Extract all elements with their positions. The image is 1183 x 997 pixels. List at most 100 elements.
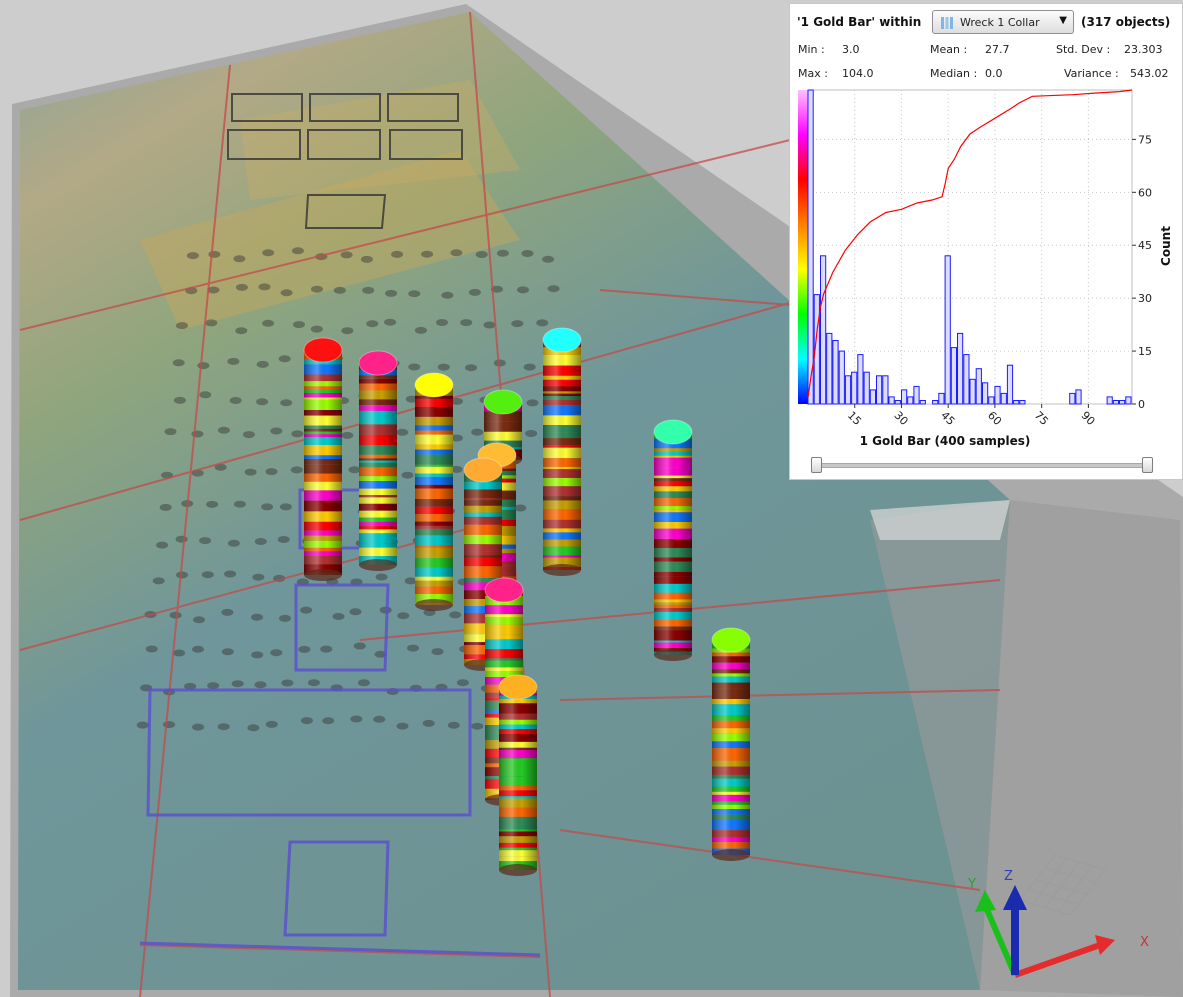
drillhole-cylinder[interactable] [653,419,693,661]
histogram-bar [1019,400,1026,405]
cumulative-curve [807,89,1133,398]
histogram-bar [1069,392,1076,405]
drillhole-cylinder[interactable] [358,350,398,571]
histogram-bar [844,375,852,405]
histogram-bar [913,385,920,405]
histogram-bar [888,396,895,405]
cylinder-cap [358,350,398,376]
drillhole-cylinder[interactable] [414,372,454,611]
y-axis-ticks: 0 15 30 45 60 75 [1132,133,1152,411]
stat-variance-value: 543.02 [1130,67,1169,80]
histogram-panel: '1 Gold Bar' within Wreck 1 Collar ▼ (31… [789,3,1183,480]
x-axis-title: 1 Gold Bar (400 samples) [860,434,1031,448]
cylinder-cap [498,674,538,700]
histogram-bar [994,385,1001,405]
y-tick-label: 15 [1138,345,1152,358]
histogram-bar [1013,400,1020,405]
object-set-dropdown[interactable]: Wreck 1 Collar ▼ [932,10,1074,34]
histogram-bar [1119,400,1126,405]
histogram-bar [857,354,864,405]
cylinder-cap [483,389,523,415]
range-slider-track [815,463,1151,468]
orientation-axis-gizmo: X Y Z [967,854,1149,978]
histogram-bar [863,371,870,405]
cylinder-cap [303,337,343,363]
cylinder-cap [653,419,693,445]
stat-max-value: 104.0 [842,67,874,80]
histogram-chart[interactable]: 15 30 45 60 75 90 0 15 30 45 60 75 1 Gold Bar (400… [790,88,1182,450]
chart-gridlines [808,90,1132,405]
histogram-bar [982,382,989,405]
axis-label-x: X [1140,935,1149,950]
stat-max-label: Max : [798,67,828,80]
range-slider-max-handle[interactable] [1142,457,1153,473]
x-tick-label: 45 [938,409,957,428]
histogram-bar [820,255,827,405]
stat-median-value: 0.0 [985,67,1003,80]
range-slider[interactable] [811,457,1153,473]
histogram-bar [1106,396,1113,405]
histogram-bar [1006,364,1014,405]
drillhole-cylinder[interactable] [498,674,538,876]
stat-mean-label: Mean : [930,43,968,56]
cylinder-cap [463,457,503,483]
cylinder-cap [711,627,751,653]
axis-label-y: Y [967,877,976,892]
histogram-bar [894,400,901,405]
histogram-bar [826,332,833,405]
stat-variance-label: Variance : [1064,67,1119,80]
collar-table-icon [939,15,955,35]
y-axis-title: Count [1159,226,1173,266]
object-count: (317 objects) [1081,15,1171,29]
histogram-bar [988,396,995,405]
stat-median-label: Median : [930,67,978,80]
histogram-bar [957,332,964,405]
histogram-bar [907,396,914,405]
y-tick-label: 45 [1138,239,1152,252]
stat-min-label: Min : [798,43,825,56]
histogram-bar [1125,396,1132,405]
histogram-bar [950,347,958,405]
stat-std-label: Std. Dev : [1056,43,1111,56]
histogram-bar [851,371,858,405]
y-tick-label: 60 [1138,186,1152,199]
x-tick-label: 60 [985,409,1004,428]
drillhole-cylinder[interactable] [711,627,751,861]
y-tick-label: 75 [1138,133,1152,146]
histogram-bar [938,392,945,405]
histogram-bar [876,375,883,405]
histogram-bar [963,354,970,405]
histogram-bar [813,294,820,405]
histogram-bar [882,375,889,405]
histogram-bar [807,89,814,405]
object-set-value: Wreck 1 Collar [960,16,1040,29]
histogram-bar [869,389,877,405]
cylinder-cap [414,372,454,398]
histogram-bar [944,255,951,405]
drillhole-cylinder[interactable] [542,327,582,576]
range-slider-min-handle[interactable] [811,457,822,473]
histogram-bar [1112,400,1119,405]
cylinder-cap [484,577,524,603]
histogram-bar [1075,389,1082,405]
drillhole-cylinder[interactable] [463,457,503,671]
drillhole-cylinders[interactable] [303,327,751,876]
x-tick-label: 30 [892,409,911,428]
histogram-bar [838,350,845,405]
stat-std-value: 23.303 [1124,43,1163,56]
block-outlines-top [227,93,463,229]
x-tick-label: 15 [845,409,864,428]
histogram-bar [932,400,939,405]
attribute-label: '1 Gold Bar' within [797,15,922,29]
histogram-bar [1000,392,1007,405]
stat-min-value: 3.0 [842,43,860,56]
histogram-bars [807,89,1132,405]
x-axis-ticks: 15 30 45 60 75 90 [845,404,1098,428]
histogram-header: '1 Gold Bar' within Wreck 1 Collar ▼ (31… [790,4,1183,40]
drillhole-cylinder[interactable] [303,337,343,581]
axis-label-z: Z [1004,869,1013,884]
cylinder-cap [542,327,582,353]
histogram-bar [901,389,908,405]
chevron-down-icon: ▼ [1059,15,1067,26]
